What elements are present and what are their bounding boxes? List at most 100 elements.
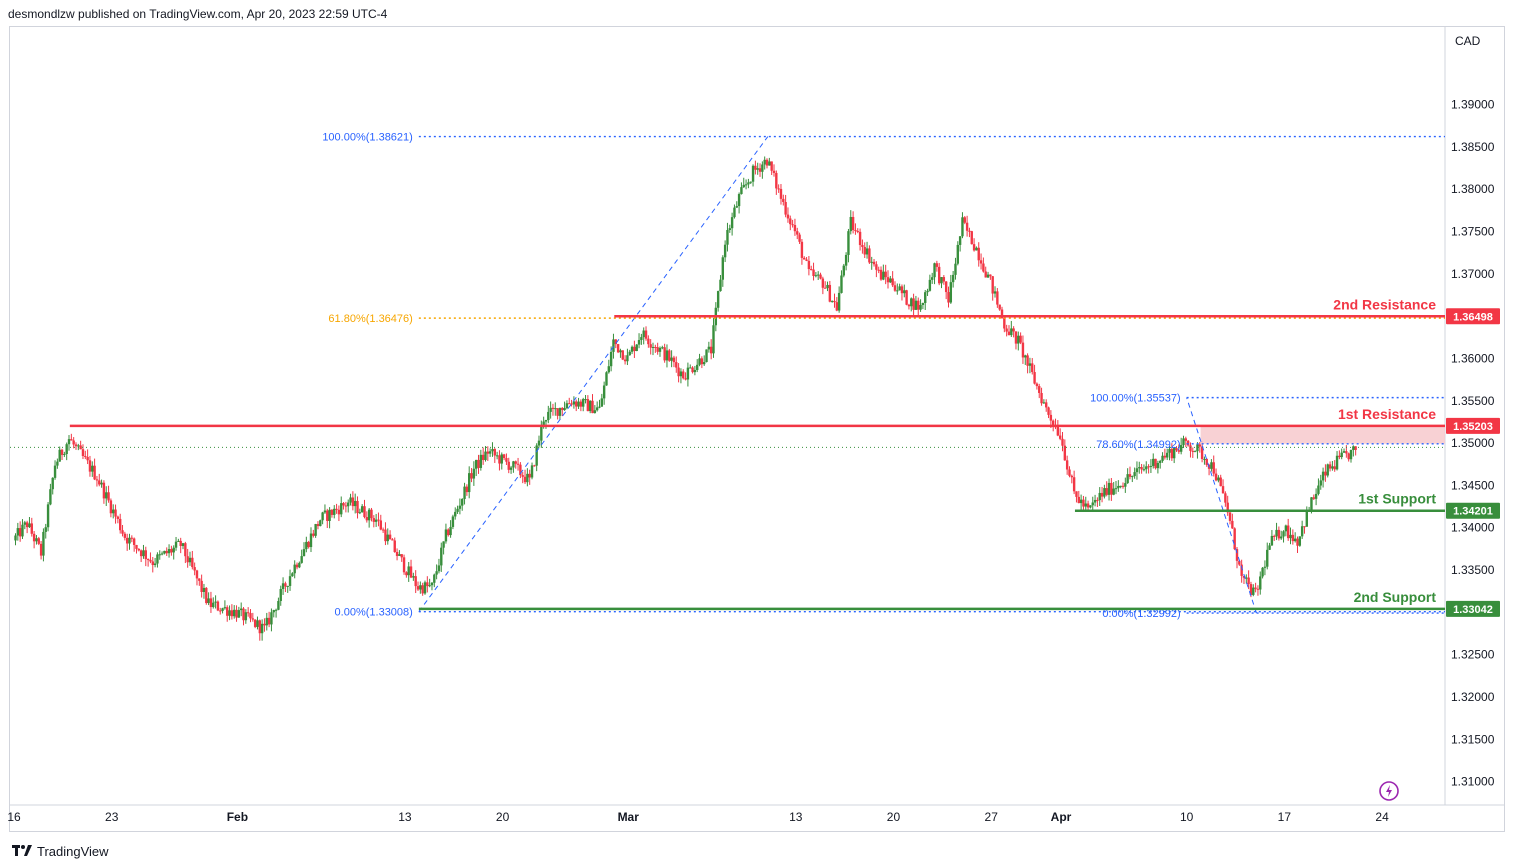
time-tick-label: 16 [7, 810, 21, 824]
candle-body [1277, 529, 1281, 539]
candle-body [835, 302, 839, 311]
candle-body [721, 257, 725, 280]
candle-body [696, 364, 699, 370]
candle-body [314, 524, 317, 536]
fib-right-level-label: 0.00%(1.32992) [1102, 608, 1180, 620]
candle-body [1217, 477, 1220, 481]
candle-body [607, 366, 610, 373]
candle-body [963, 217, 966, 223]
candle-body [658, 347, 662, 352]
candle-body [602, 385, 606, 399]
candle-body [1154, 458, 1157, 469]
candle-body [965, 222, 969, 231]
candle-body [235, 609, 238, 618]
candle-body [428, 585, 431, 587]
candle-body [1063, 445, 1067, 461]
candle-body [1268, 545, 1271, 550]
candle-body [1149, 465, 1153, 467]
candle-body [1196, 444, 1199, 452]
candle-body [970, 231, 973, 245]
candle-body [1280, 536, 1283, 539]
candle-body [1026, 355, 1029, 366]
candle-body [1314, 493, 1318, 499]
candle-body [1291, 534, 1295, 542]
candle-body [286, 585, 289, 587]
candle-body [493, 449, 496, 456]
level-price-tag-bg [1446, 502, 1500, 519]
candle-body [879, 269, 883, 280]
candle-body [1128, 474, 1132, 477]
candle-body [414, 576, 417, 587]
candle-body [105, 492, 108, 499]
candle-body [484, 451, 487, 461]
candle-body [798, 234, 801, 242]
candle-body [977, 247, 980, 261]
candle-body [870, 261, 873, 263]
candle-body [979, 260, 983, 264]
candle-body [1051, 420, 1055, 427]
candle-body [621, 350, 624, 360]
candle-body [239, 608, 243, 611]
candle-body [896, 290, 899, 292]
candle-body [233, 609, 236, 617]
candle-body [1347, 453, 1350, 460]
candle-body [947, 292, 950, 303]
candle-body [998, 304, 1001, 310]
candle-body [128, 537, 131, 544]
candle-body [584, 399, 587, 401]
candle-body [912, 298, 915, 310]
candle-body [642, 330, 645, 338]
candle-body [1328, 464, 1332, 469]
candle-body [595, 407, 599, 411]
candle-body [1035, 383, 1039, 387]
candle-body [1321, 471, 1325, 481]
candle-body [63, 454, 66, 456]
candle-body [593, 410, 597, 414]
candle-body [1247, 577, 1250, 585]
candle-body [793, 225, 797, 232]
level-name-label: 1st Resistance [1338, 406, 1436, 422]
candle-body [216, 601, 220, 611]
candle-body [570, 403, 573, 405]
candle-body [1177, 450, 1181, 452]
price-tick-label: 1.31500 [1451, 732, 1495, 746]
candle-body [367, 509, 371, 521]
overlays: 100.00%(1.38621) 61.80%(1.36476) 0.00%(1.3… [10, 132, 1445, 620]
candle-body [1286, 525, 1290, 539]
candle-body [805, 259, 808, 261]
candle-body [844, 254, 848, 266]
candle-body [112, 509, 115, 514]
candle-body [872, 261, 876, 265]
candle-body [1331, 466, 1334, 469]
candle-body [691, 367, 694, 373]
candle-body [649, 344, 652, 348]
candle-body [689, 367, 692, 369]
tradingview-logo-icon [12, 845, 32, 856]
candle-body [372, 518, 376, 522]
candle-body [53, 465, 57, 478]
candle-body [1121, 485, 1125, 487]
candle-body [612, 339, 615, 352]
candle-body [246, 612, 250, 614]
candle-body [547, 411, 550, 421]
candle-body [305, 541, 308, 550]
candle-body [454, 511, 457, 517]
candle-body [875, 264, 878, 270]
candle-body [1133, 472, 1136, 477]
candle-body [379, 520, 382, 530]
candle-body [498, 455, 501, 464]
time-axis[interactable]: 16 23 Feb 13 20 Mar 13 20 27 Apr 10 17 24 [7, 810, 1389, 824]
flash-icon-bolt [1386, 785, 1392, 797]
candle-body [707, 346, 711, 350]
candle-body [1324, 471, 1327, 476]
price-tick-label: 1.31000 [1451, 775, 1495, 789]
candle-body [340, 503, 343, 515]
candle-body [1212, 462, 1215, 474]
candle-body [1203, 458, 1206, 460]
candle-body [1033, 372, 1036, 384]
currency-label: CAD [1455, 34, 1481, 48]
candle-body [135, 544, 138, 549]
flash-icon[interactable] [1379, 781, 1399, 801]
price-axis[interactable]: CAD 1.39000 1.38500 1.38000 1.37500 1.37000 1.… [1446, 34, 1500, 789]
